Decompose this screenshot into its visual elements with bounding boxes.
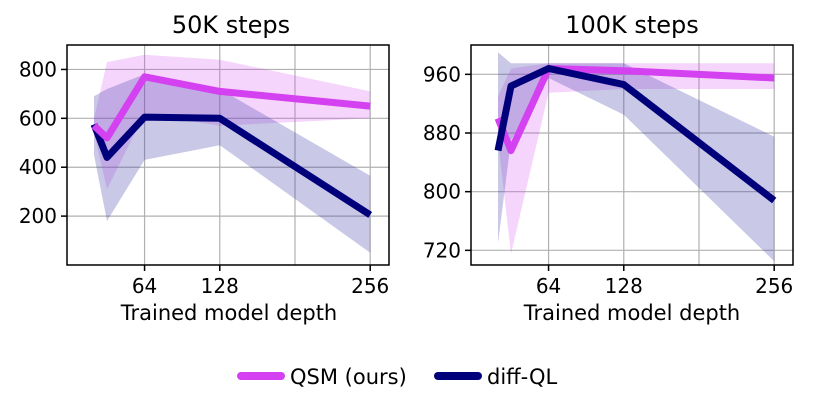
plot-area-50k: 64 128 256 200 400 600 800 [19,44,390,298]
y-tick-label-50k: 600 [19,106,57,130]
x-tick-label-50k: 64 [132,274,157,298]
series-line-qsm-50k [91,73,371,142]
legend-label-diffql: diff-QL [487,365,558,389]
y-tick-label-100k: 960 [423,62,461,86]
y-tick-label-50k: 800 [19,57,57,81]
x-axis-label-100k: Trained model depth [523,301,741,325]
x-tick-label-100k: 128 [605,274,643,298]
axes-frame-50k [66,44,390,266]
legend: QSM (ours) diff-QL [237,365,558,389]
y-tick-label-100k: 800 [423,180,461,204]
y-tick-label-100k: 720 [423,238,461,262]
legend-label-qsm: QSM (ours) [290,365,407,389]
y-tick-label-50k: 400 [19,155,57,179]
confidence-band-qsm-50k [94,54,371,190]
axes-frame-100k [470,44,794,266]
plot-area-100k: 64 128 256 720 800 880 960 [423,44,794,298]
x-tick-label-100k: 64 [536,274,561,298]
x-tick-label-100k: 256 [755,274,793,298]
x-axis-label-50k: Trained model depth [120,301,338,325]
y-tick-label-100k: 880 [423,121,461,145]
series-line-diffql-100k [494,65,777,204]
x-tick-label-50k: 128 [201,274,239,298]
chart-title-100k: 100K steps [565,11,699,39]
confidence-band-diffql-100k [498,52,775,262]
y-tick-label-50k: 200 [19,204,57,228]
chart-title-50k: 50K steps [172,11,290,39]
panel-100k: 64 128 256 720 800 880 960 100K steps Trained … [423,11,794,325]
series-line-diffql-50k [90,113,373,218]
panel-50k: 64 128 256 200 400 600 800 50K steps Trained m… [19,11,390,325]
x-tick-label-50k: 256 [351,274,389,298]
